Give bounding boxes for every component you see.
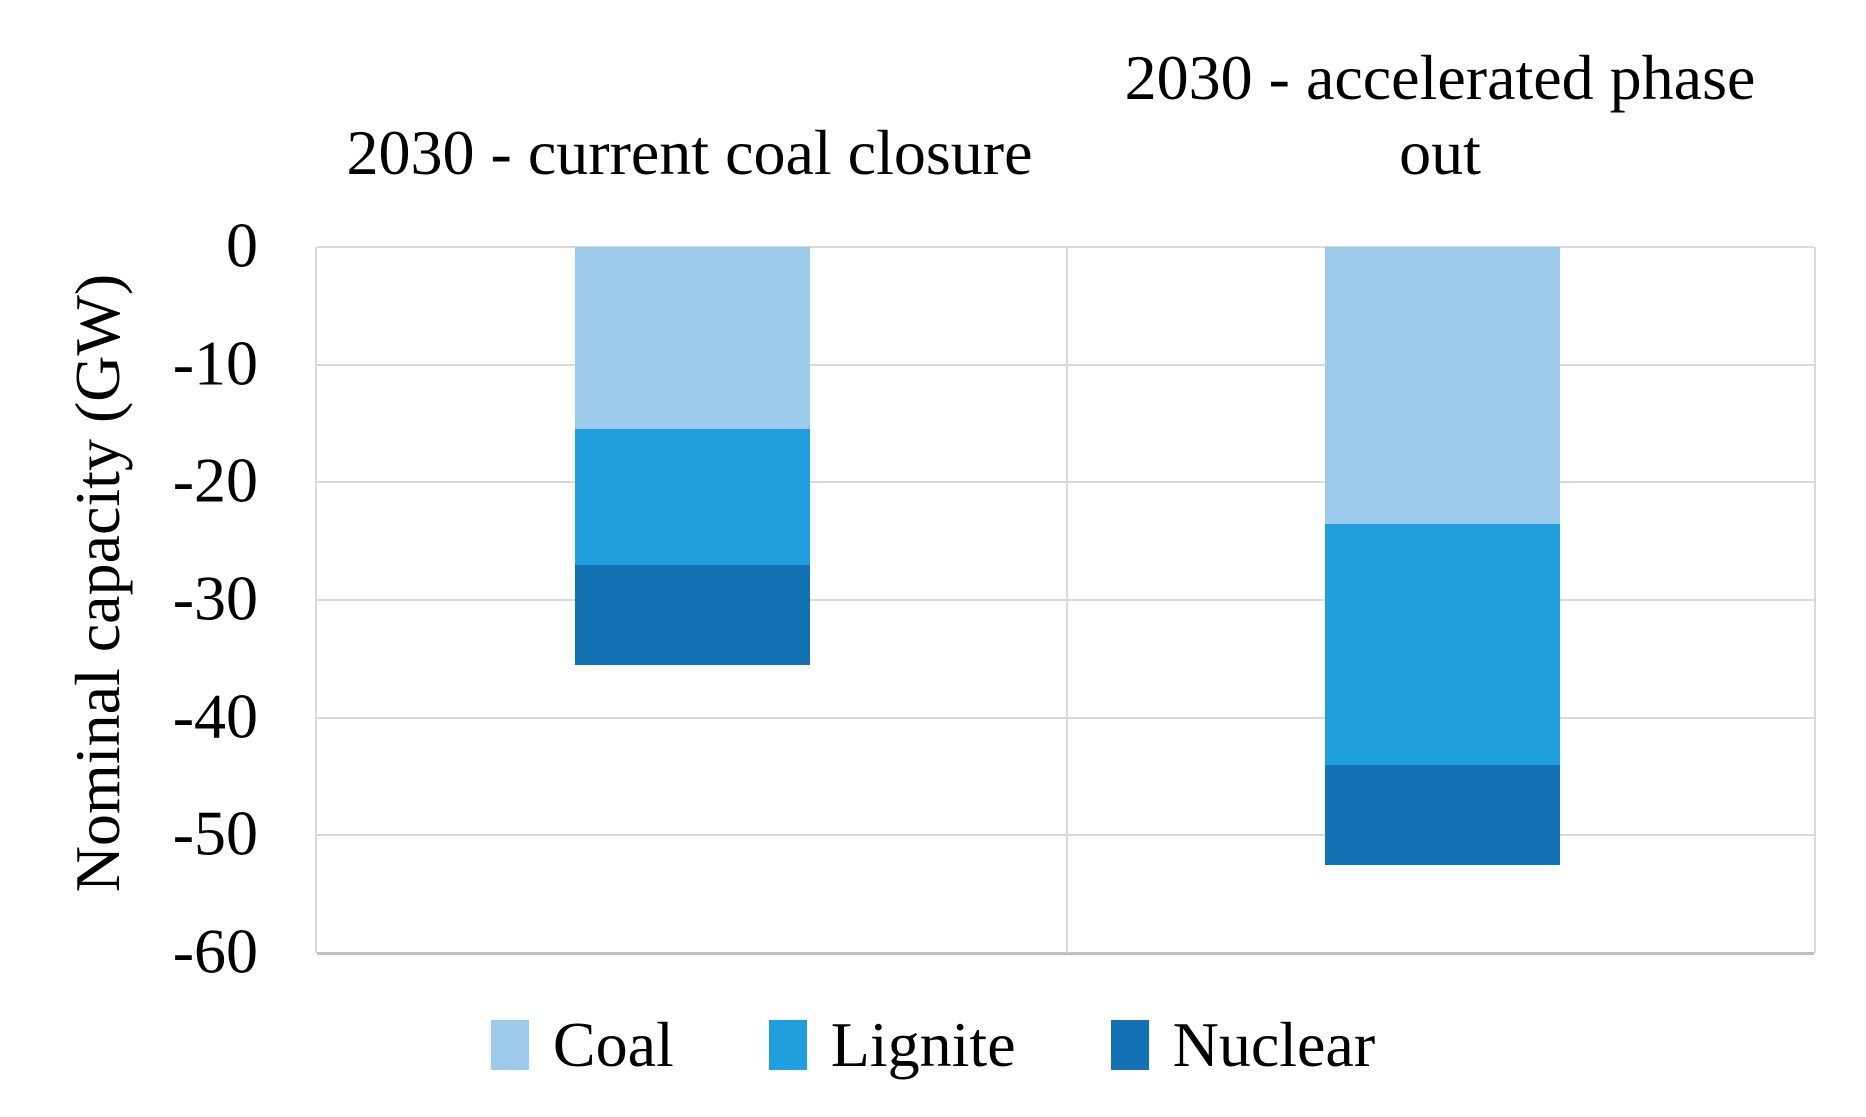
category-title-text: 2030 - current coal closure [346, 117, 1033, 189]
category-title-current-coal-closure: 2030 - current coal closure [315, 0, 1064, 205]
legend-label-coal: Coal [552, 1009, 674, 1080]
legend: Coal Lignite Nuclear [0, 995, 1866, 1095]
bar-segment-coal-1 [574, 247, 810, 430]
y-tick-label--10: -10 [172, 327, 258, 399]
category-title-text: 2030 - accelerated phase out [1124, 41, 1756, 189]
category-titles-row: 2030 - current coal closure 2030 - accel… [315, 0, 1816, 205]
legend-swatch-coal [490, 1020, 529, 1070]
legend-item-nuclear: Nuclear [1110, 1009, 1376, 1080]
bar-segment-coal-2 [1325, 247, 1561, 524]
category-divider-gridline [1066, 247, 1068, 953]
gridline [317, 599, 1814, 601]
plot-area [315, 246, 1816, 955]
gridline [317, 716, 1814, 719]
y-tick-label--40: -40 [172, 680, 258, 752]
legend-label-nuclear: Nuclear [1172, 1009, 1376, 1080]
gridline [317, 481, 1814, 484]
y-tick-label--20: -20 [172, 445, 258, 517]
legend-item-coal: Coal [490, 1009, 674, 1080]
gridline [317, 834, 1814, 837]
bar-segment-lignite-2 [1325, 523, 1561, 765]
gridline [317, 246, 1814, 248]
y-tick-label-0: 0 [226, 209, 258, 281]
category-title-accelerated-phase-out: 2030 - accelerated phase out [1064, 0, 1816, 205]
y-tick-label--50: -50 [172, 798, 258, 870]
y-tick-label--60: -60 [172, 915, 258, 987]
legend-swatch-lignite [768, 1020, 807, 1070]
legend-item-lignite: Lignite [768, 1009, 1016, 1080]
legend-swatch-nuclear [1110, 1020, 1149, 1070]
bar-segment-nuclear-1 [574, 564, 810, 665]
x-axis-line [317, 952, 1814, 955]
bar-segment-lignite-1 [574, 429, 810, 565]
bar-segment-nuclear-2 [1325, 764, 1561, 865]
legend-label-lignite: Lignite [830, 1009, 1016, 1080]
y-tick-label--30: -30 [172, 562, 258, 634]
gridline [317, 363, 1814, 366]
